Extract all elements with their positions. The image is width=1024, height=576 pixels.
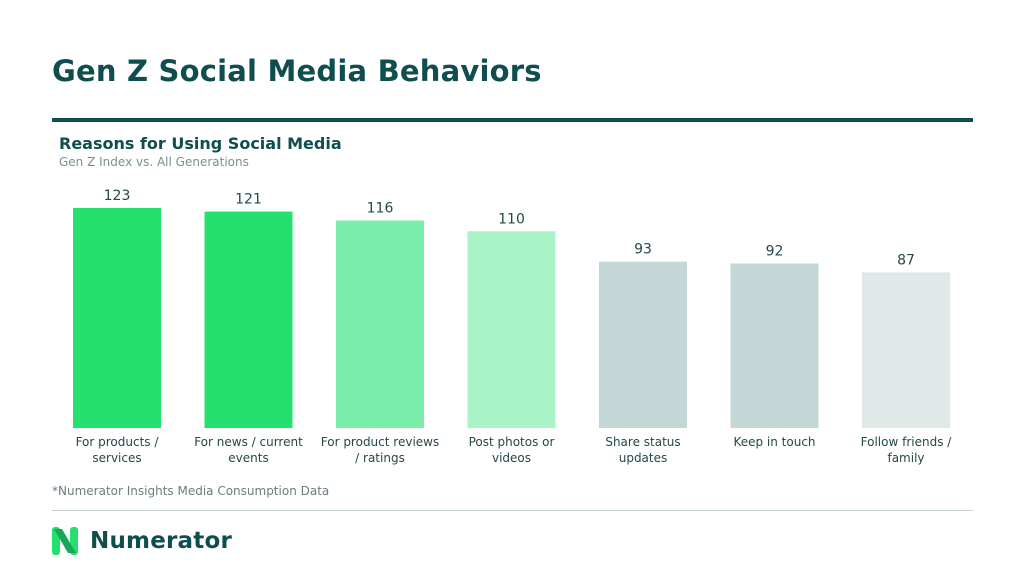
value-label-0: 123 [104,188,131,204]
chart-title: Reasons for Using Social Media [59,134,342,153]
bar-1 [204,211,293,428]
value-label-1: 121 [235,192,262,208]
bar-0 [73,208,161,428]
value-label-5: 92 [766,243,784,259]
category-label-6-line-0: Follow friends / [861,435,953,449]
category-label-4-line-0: Share status [605,435,680,449]
bar-2 [336,220,424,428]
footer-divider [52,510,973,511]
category-label-5-line-0: Keep in touch [733,435,815,449]
chart-subtitle: Gen Z Index vs. All Generations [59,155,249,169]
category-label-6-line-1: family [887,451,924,465]
bar-3 [467,231,556,428]
value-label-4: 93 [634,242,652,258]
value-label-6: 87 [897,252,915,268]
value-label-3: 110 [498,211,525,227]
category-label-3-line-0: Post photos or [469,435,555,449]
brand-logo: Numerator [52,526,232,556]
source-footnote: *Numerator Insights Media Consumption Da… [52,484,330,498]
category-label-0-line-0: For products / [76,435,160,449]
category-label-3-line-1: videos [492,451,531,465]
category-label-2-line-1: / ratings [355,451,405,465]
brand-name: Numerator [90,528,232,554]
category-label-1-line-1: events [228,451,268,465]
category-label-2-line-0: For product reviews [321,435,439,449]
bar-4 [599,261,687,428]
category-label-1-line-0: For news / current [194,435,303,449]
bar-6 [862,272,950,428]
title-divider [52,118,973,122]
bar-5 [730,263,819,428]
page-title: Gen Z Social Media Behaviors [52,54,542,88]
category-label-4-line-1: updates [619,451,668,465]
numerator-logo-icon [52,527,78,555]
category-label-0-line-1: services [92,451,141,465]
value-label-2: 116 [367,201,394,217]
